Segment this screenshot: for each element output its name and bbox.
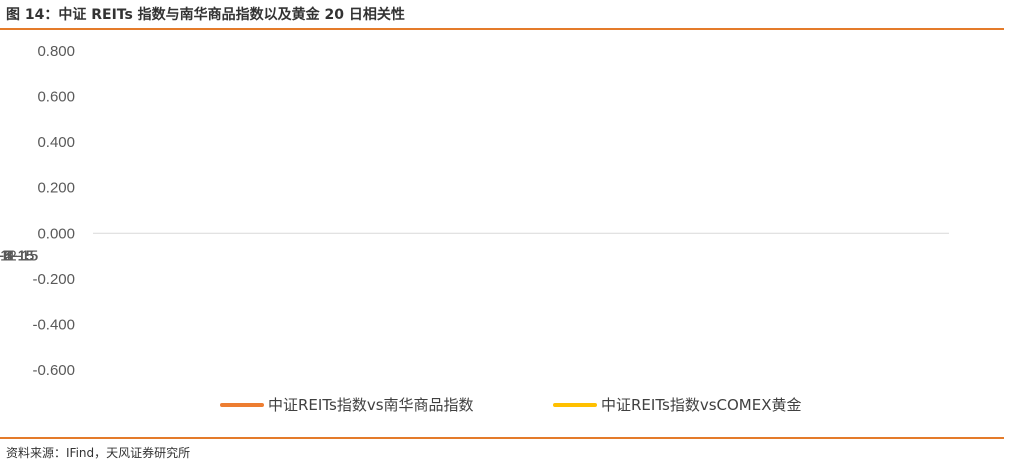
y-tick-label: -0.200 [32, 271, 75, 288]
x-tick-label: 2025-5-15 [0, 247, 34, 264]
legend: 中证REITs指数vs南华商品指数 中证REITs指数vsCOMEX黄金 [220, 396, 802, 414]
x-tick-label: 2024-12-15 [0, 247, 38, 264]
y-tick-label: 0.800 [37, 43, 75, 60]
x-tick-label: 2025-3-15 [0, 247, 34, 264]
title-rule [0, 28, 1004, 30]
x-tick-label: 2024-11-15 [0, 247, 38, 264]
x-axis: 2024-11-152024-12-152025-1-152025-2-1520… [0, 247, 38, 264]
correlation-line-chart: 0.800 0.600 0.400 0.200 0.000 -0.200 -0.400 -0.… [0, 43, 949, 414]
legend-label-2: 中证REITs指数vsCOMEX黄金 [601, 396, 802, 414]
source-rule [0, 437, 1004, 439]
source-note: 资料来源：IFind，天风证券研究所 [6, 446, 191, 460]
y-tick-label: 0.000 [37, 225, 75, 242]
y-axis: 0.800 0.600 0.400 0.200 0.000 -0.200 -0.400 -0.… [32, 43, 75, 379]
figure-title: 图 14：中证 REITs 指数与南华商品指数以及黄金 20 日相关性 [6, 7, 405, 23]
y-tick-label: -0.600 [32, 362, 75, 379]
y-tick-label: 0.600 [37, 89, 75, 106]
y-tick-label: -0.400 [32, 316, 75, 333]
x-tick-label: 2025-1-15 [0, 247, 34, 264]
legend-label-1: 中证REITs指数vs南华商品指数 [268, 396, 474, 414]
x-tick-label: 2025-2-15 [0, 247, 34, 264]
y-tick-label: 0.400 [37, 134, 75, 151]
y-tick-label: 0.200 [37, 180, 75, 197]
x-tick-label: 2025-4-15 [0, 247, 34, 264]
